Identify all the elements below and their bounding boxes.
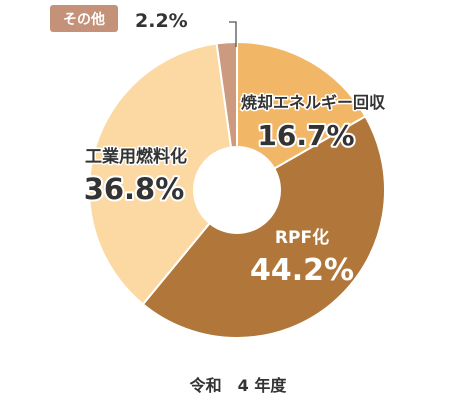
slice-value-industrial-fuel: 36.8%: [84, 172, 185, 206]
slice-value-rpf: 44.2%: [250, 253, 354, 288]
chart-caption: 令和 4 年度: [189, 376, 288, 395]
slice-label-industrial-fuel: 工業用燃料化: [85, 146, 187, 167]
other-label-badge: [50, 5, 118, 32]
slice-label-other: その他: [63, 11, 105, 28]
slice-incineration: [236, 40, 367, 192]
slice-industrial-fuel: [87, 42, 239, 306]
slice-label-rpf: RPF化: [275, 227, 329, 248]
slice-rpf: [141, 115, 386, 339]
slice-value-incineration: 16.7%: [257, 119, 354, 152]
other-leader-line: [229, 21, 237, 47]
slice-label-incineration: 焼却エネルギー回収: [241, 93, 386, 112]
slice-value-other: 2.2%: [135, 10, 188, 32]
donut-hole: [193, 146, 281, 234]
